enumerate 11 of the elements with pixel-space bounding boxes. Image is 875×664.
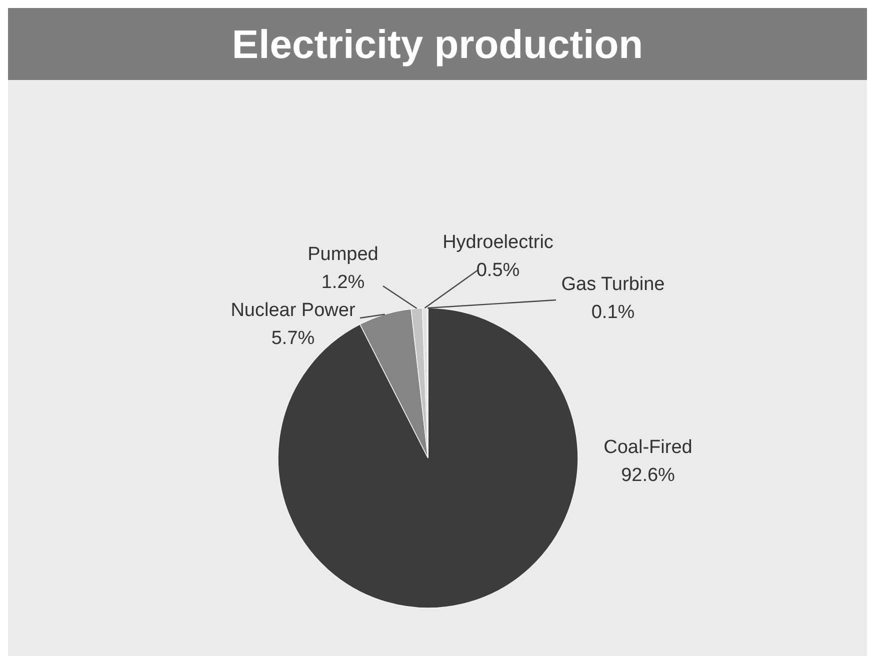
slice-label: Pumped (308, 244, 378, 265)
slice-label: Hydroelectric (442, 232, 554, 253)
slice-label: Nuclear Power (230, 300, 356, 321)
data-label: 92.6% (621, 465, 676, 486)
data-label: 0.1% (591, 302, 635, 323)
data-label: 1.2% (321, 272, 365, 293)
slice-label: Gas Turbine (561, 274, 665, 295)
data-label: 0.5% (476, 260, 520, 281)
chart-title: Electricity production (232, 23, 644, 67)
slice-label: Coal-Fired (604, 437, 692, 458)
data-label: 5.7% (271, 328, 315, 349)
